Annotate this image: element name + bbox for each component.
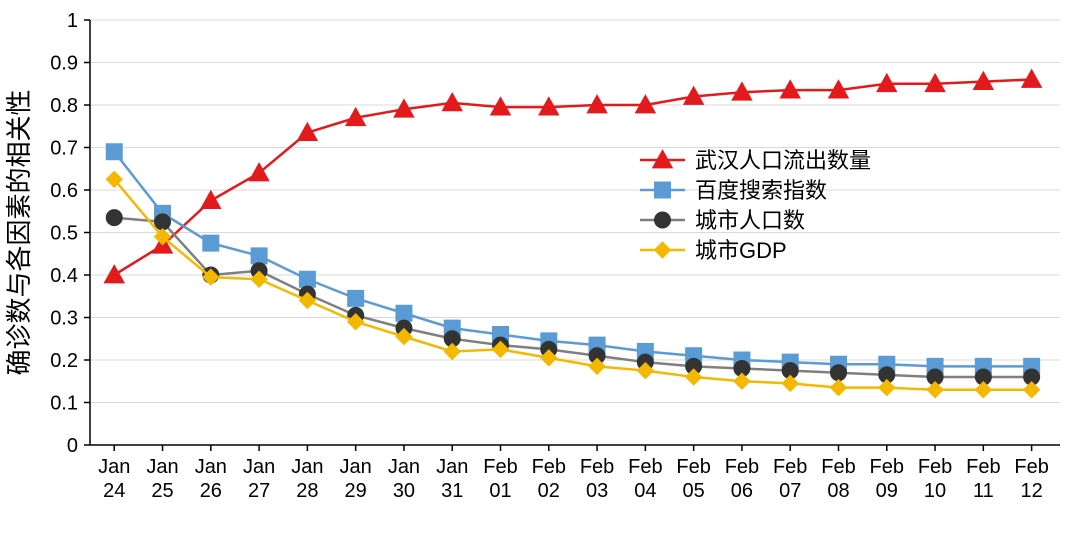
x-tick-label-month: Feb xyxy=(966,456,1000,478)
x-tick-label-month: Feb xyxy=(918,456,952,478)
x-tick-label-month: Feb xyxy=(870,456,904,478)
x-tick-label-month: Jan xyxy=(146,456,178,478)
series-line-城市人口数 xyxy=(114,218,1031,377)
x-tick-label-day: 02 xyxy=(538,480,560,502)
x-tick-label-day: 28 xyxy=(296,480,318,502)
x-tick-label-day: 29 xyxy=(345,480,367,502)
legend-label: 百度搜索指数 xyxy=(695,178,827,203)
series-marker xyxy=(879,380,895,396)
x-tick-label-day: 08 xyxy=(827,480,849,502)
x-tick-label-month: Jan xyxy=(243,456,275,478)
x-tick-label-day: 25 xyxy=(151,480,173,502)
x-tick-label-day: 07 xyxy=(779,480,801,502)
x-tick-label-month: Jan xyxy=(291,456,323,478)
legend-label: 城市人口数 xyxy=(695,208,805,233)
series-marker xyxy=(975,382,991,398)
x-tick-label-day: 10 xyxy=(924,480,946,502)
x-tick-label-day: 24 xyxy=(103,480,125,502)
x-tick-label-day: 01 xyxy=(489,480,511,502)
x-tick-label-month: Jan xyxy=(388,456,420,478)
x-tick-label-month: Feb xyxy=(676,456,710,478)
series-marker xyxy=(830,380,846,396)
legend-swatch-marker xyxy=(655,212,671,228)
x-tick-label-month: Feb xyxy=(1014,456,1048,478)
series-marker xyxy=(734,373,750,389)
legend-label: 城市GDP xyxy=(695,238,787,263)
series-marker xyxy=(444,344,460,360)
x-tick-label-month: Feb xyxy=(580,456,614,478)
y-tick-label: 0 xyxy=(67,435,78,457)
series-marker xyxy=(782,375,798,391)
series-marker xyxy=(348,290,364,306)
y-tick-label: 0.5 xyxy=(50,223,78,245)
x-tick-label-month: Jan xyxy=(340,456,372,478)
x-tick-label-day: 06 xyxy=(731,480,753,502)
series-marker xyxy=(299,271,315,287)
series-marker xyxy=(106,144,122,160)
series-marker xyxy=(927,382,943,398)
series-marker xyxy=(201,191,221,209)
correlation-line-chart: 00.10.20.30.40.50.60.70.80.91Jan24Jan25J… xyxy=(0,0,1080,533)
x-tick-label-day: 11 xyxy=(973,480,994,502)
series-marker xyxy=(106,210,122,226)
x-tick-label-day: 09 xyxy=(876,480,898,502)
series-marker xyxy=(155,214,171,230)
legend-swatch-marker xyxy=(655,182,671,198)
x-tick-label-day: 03 xyxy=(586,480,608,502)
x-tick-label-month: Jan xyxy=(195,456,227,478)
x-tick-label-month: Feb xyxy=(483,456,517,478)
x-tick-label-day: 27 xyxy=(248,480,270,502)
x-tick-label-day: 26 xyxy=(200,480,222,502)
x-tick-label-month: Feb xyxy=(821,456,855,478)
y-tick-label: 0.7 xyxy=(50,138,78,160)
x-tick-label-day: 31 xyxy=(441,480,463,502)
series-marker xyxy=(203,235,219,251)
y-tick-label: 0.3 xyxy=(50,308,78,330)
x-tick-label-month: Jan xyxy=(98,456,130,478)
y-tick-label: 0.9 xyxy=(50,53,78,75)
series-marker xyxy=(104,265,124,283)
x-tick-label-month: Feb xyxy=(628,456,662,478)
series-marker xyxy=(442,93,462,111)
series-marker xyxy=(830,365,846,381)
series-marker xyxy=(251,248,267,264)
y-tick-label: 0.2 xyxy=(50,350,78,372)
x-tick-label-month: Feb xyxy=(725,456,759,478)
series-marker xyxy=(1024,382,1040,398)
y-tick-label: 0.6 xyxy=(50,180,78,202)
y-tick-label: 0.8 xyxy=(50,95,78,117)
x-tick-label-day: 12 xyxy=(1021,480,1043,502)
legend-label: 武汉人口流出数量 xyxy=(695,148,871,173)
y-tick-label: 0.1 xyxy=(50,393,78,415)
series-marker xyxy=(1022,70,1042,88)
legend-swatch-marker xyxy=(655,242,671,258)
y-tick-label: 0.4 xyxy=(50,265,78,287)
y-axis-title: 确诊数与各因素的相关性 xyxy=(4,89,34,375)
x-tick-label-month: Jan xyxy=(436,456,468,478)
x-tick-label-month: Feb xyxy=(773,456,807,478)
x-tick-label-day: 05 xyxy=(683,480,705,502)
x-tick-label-day: 04 xyxy=(634,480,656,502)
y-tick-label: 1 xyxy=(67,10,78,32)
x-tick-label-month: Feb xyxy=(532,456,566,478)
x-tick-label-day: 30 xyxy=(393,480,415,502)
series-marker xyxy=(396,305,412,321)
chart-svg: 00.10.20.30.40.50.60.70.80.91Jan24Jan25J… xyxy=(0,0,1080,533)
